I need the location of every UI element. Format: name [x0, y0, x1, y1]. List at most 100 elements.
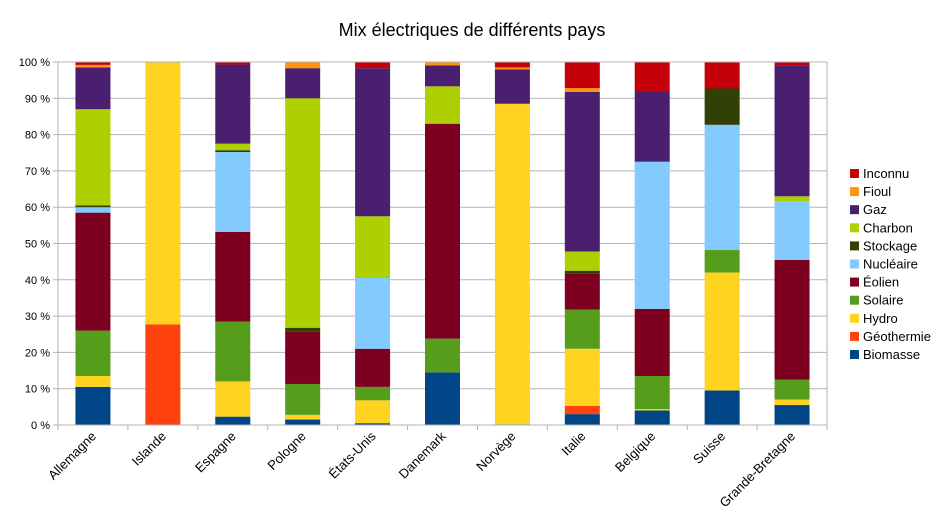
bar-segment	[634, 409, 670, 411]
x-tick-label: Islande	[129, 429, 169, 469]
x-tick-label: Grande-Bretagne	[717, 429, 799, 511]
bar-segment	[564, 273, 600, 310]
bar-segment	[634, 91, 670, 162]
legend-swatch	[850, 331, 859, 341]
x-tick-label: Suisse	[690, 429, 728, 467]
bar-segment	[355, 386, 391, 401]
x-tick-label: Norvège	[473, 429, 518, 474]
legend-swatch	[850, 223, 859, 233]
bar-segment	[634, 375, 670, 410]
x-tick-label: Danemark	[396, 428, 449, 481]
x-tick-label: Belgique	[612, 429, 658, 475]
y-tick-label: 10 %	[25, 384, 50, 396]
legend-swatch	[850, 313, 859, 323]
legend-swatch	[850, 277, 859, 287]
x-tick-label: Allemagne	[45, 429, 99, 483]
y-tick-label: 70 %	[25, 166, 50, 178]
bar-segment	[75, 375, 111, 387]
x-tick-label: Italie	[558, 429, 588, 459]
bar-segment	[285, 327, 321, 332]
bar-segment	[704, 272, 740, 391]
bar-segment	[355, 400, 391, 424]
y-tick-label: 100 %	[19, 57, 50, 69]
bar-segment	[564, 91, 600, 252]
bar-segment	[634, 308, 670, 376]
bar-segment	[494, 69, 530, 104]
bars	[75, 62, 810, 425]
bar-segment	[215, 152, 251, 232]
bar-segment	[285, 98, 321, 328]
legend-label: Hydro	[863, 311, 898, 326]
bar-segment	[355, 68, 391, 217]
bar-segment	[494, 62, 530, 68]
bar-segment	[285, 62, 321, 69]
bar-segment	[774, 196, 810, 202]
x-tick-label: États-Unis	[326, 428, 379, 481]
legend-label: Biomasse	[863, 347, 920, 362]
bar-segment	[355, 277, 391, 349]
legend-swatch	[850, 295, 859, 305]
legend-label: Fioul	[863, 184, 891, 199]
bar-segment	[564, 88, 600, 92]
bar-segment	[145, 324, 181, 425]
bar-segment	[564, 348, 600, 406]
bar-segment	[564, 309, 600, 349]
legend-label: Éolien	[863, 275, 899, 290]
bar-segment	[634, 161, 670, 309]
bar-segment	[75, 109, 111, 206]
bar-segment	[75, 207, 111, 213]
bar-segment	[564, 405, 600, 415]
bar-segment	[75, 205, 111, 208]
bar-segment	[285, 414, 321, 420]
y-tick-label: 60 %	[25, 202, 50, 214]
bar-segment	[774, 62, 810, 66]
bar-segment	[704, 62, 740, 89]
y-tick-label: 0 %	[31, 420, 50, 432]
legend-label: Charbon	[863, 220, 913, 235]
chart-title: Mix électriques de différents pays	[339, 20, 606, 40]
bar-segment	[564, 62, 600, 89]
legend-label: Nucléaire	[863, 257, 918, 272]
bar-segment	[355, 348, 391, 387]
y-tick-label: 40 %	[25, 275, 50, 287]
legend-label: Inconnu	[863, 166, 909, 181]
legend-label: Géothermie	[863, 329, 931, 344]
bar-segment	[215, 150, 251, 153]
bar-segment	[425, 123, 460, 339]
bar-segment	[425, 372, 460, 425]
bar-segment	[634, 62, 670, 92]
bar-segment	[285, 68, 321, 99]
y-tick-label: 90 %	[25, 93, 50, 105]
plot-area-border	[57, 61, 828, 426]
bar-segment	[425, 62, 460, 66]
bar-segment	[564, 270, 600, 274]
bar-segment	[285, 419, 321, 425]
y-tick-label: 20 %	[25, 347, 50, 359]
bar-segment	[285, 383, 321, 415]
bar-segment	[75, 386, 111, 425]
bar-segment	[704, 88, 740, 125]
bar-segment	[704, 390, 740, 425]
bar-segment	[215, 416, 251, 425]
legend-label: Solaire	[863, 293, 903, 308]
bar-segment	[75, 64, 111, 68]
bar-segment	[75, 67, 111, 110]
bar-segment	[774, 259, 810, 380]
bar-segment	[774, 379, 810, 400]
legend-label: Gaz	[863, 202, 887, 217]
legend-swatch	[850, 205, 859, 215]
legend-swatch	[850, 241, 859, 251]
bar-segment	[355, 62, 391, 69]
bar-segment	[215, 64, 251, 144]
bar-segment	[634, 161, 670, 162]
legend: Inconnu Fioul Gaz Charbon Stockage Nucléaire É…	[850, 166, 931, 362]
bar-segment	[215, 62, 251, 65]
bar-segment	[425, 65, 460, 87]
bar-segment	[355, 216, 391, 278]
bar-segment	[75, 62, 111, 65]
x-tick-label: Pologne	[264, 429, 308, 473]
bar-segment	[75, 212, 111, 331]
bar-segment	[564, 414, 600, 425]
bar-segment	[704, 124, 740, 251]
